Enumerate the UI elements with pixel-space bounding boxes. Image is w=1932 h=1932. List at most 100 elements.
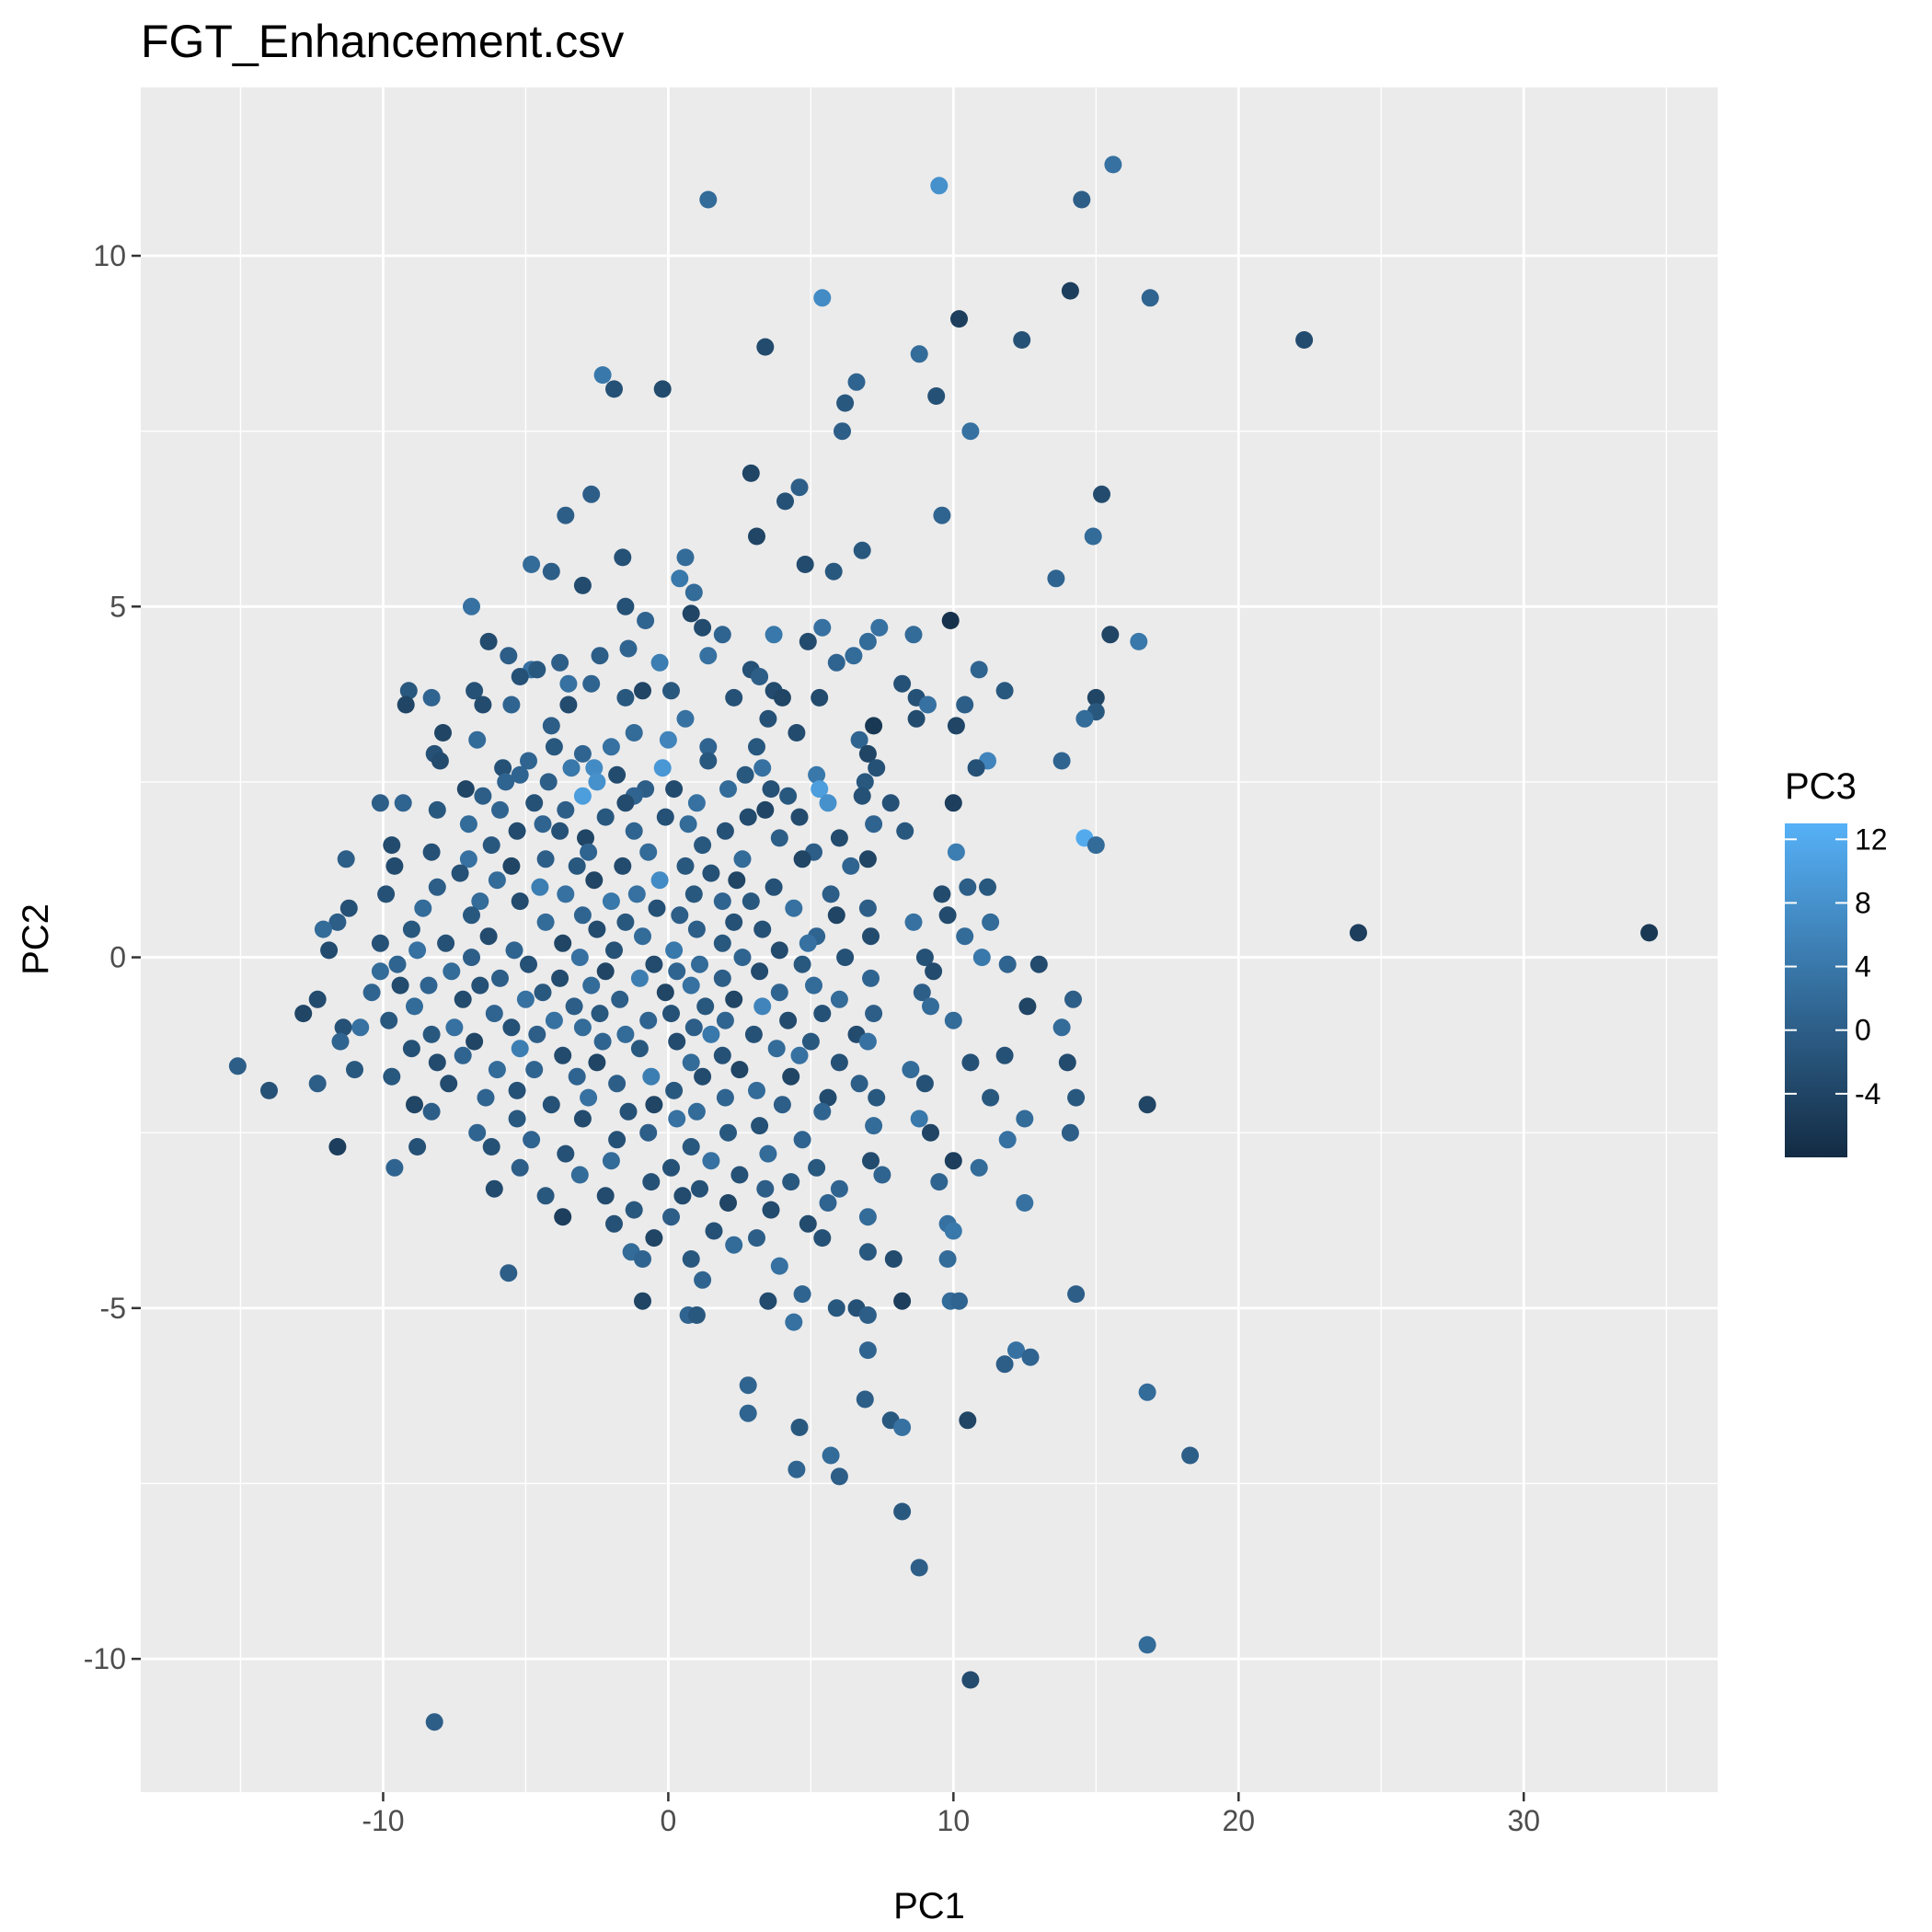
scatter-point <box>459 850 477 868</box>
scatter-point <box>687 920 706 938</box>
scatter-point <box>822 1446 840 1465</box>
scatter-point <box>656 808 674 826</box>
scatter-point <box>1138 1383 1156 1401</box>
scatter-point <box>1075 709 1094 728</box>
scatter-point <box>819 1088 837 1107</box>
scatter-point <box>468 1123 487 1142</box>
scatter-point <box>645 955 663 973</box>
scatter-point <box>511 1158 529 1177</box>
scatter-point <box>856 773 874 791</box>
scatter-point <box>383 1067 401 1086</box>
scatter-point <box>380 1011 398 1029</box>
scatter-point <box>577 829 594 847</box>
scatter-point <box>485 1005 503 1023</box>
scatter-point <box>523 556 541 573</box>
scatter-point <box>790 1419 809 1436</box>
scatter-point <box>856 1390 874 1409</box>
scatter-point <box>799 632 817 650</box>
scatter-point <box>642 1067 661 1086</box>
scatter-point <box>634 682 651 700</box>
scatter-point <box>896 822 914 840</box>
scatter-point <box>830 829 848 847</box>
y-tick-label: 10 <box>93 239 126 272</box>
scatter-point <box>580 1088 598 1107</box>
scatter-point <box>1064 990 1082 1008</box>
scatter-point <box>853 541 871 559</box>
scatter-point <box>351 1018 370 1037</box>
scatter-point <box>836 394 855 412</box>
scatter-point <box>1181 1446 1200 1465</box>
scatter-point <box>893 1292 912 1310</box>
scatter-point <box>699 752 718 770</box>
scatter-point <box>858 1306 877 1324</box>
scatter-point <box>562 759 581 777</box>
scatter-point <box>933 506 951 524</box>
scatter-point <box>770 983 788 1002</box>
scatter-point <box>665 941 684 960</box>
scatter-point <box>944 1011 962 1029</box>
scatter-point <box>682 1250 700 1268</box>
scatter-point <box>865 717 883 735</box>
scatter-point <box>805 976 822 995</box>
scatter-point <box>842 857 860 875</box>
scatter-point <box>713 626 731 644</box>
scatter-point <box>753 920 772 938</box>
scatter-point <box>508 1081 526 1099</box>
scatter-point <box>630 969 649 987</box>
scatter-point <box>725 1236 743 1254</box>
scatter-point <box>813 618 832 637</box>
scatter-point <box>559 696 578 714</box>
scatter-point <box>656 983 674 1002</box>
scatter-point <box>790 808 809 826</box>
scatter-point <box>488 1061 506 1079</box>
scatter-point <box>762 780 780 799</box>
scatter-point <box>808 765 826 784</box>
scatter-point <box>858 632 877 650</box>
scatter-point <box>337 850 355 868</box>
scatter-point <box>765 626 783 644</box>
scatter-point <box>716 1088 734 1107</box>
legend-ticks: -4 0 4 8 12 <box>1785 822 1888 1110</box>
scatter-point <box>639 1011 658 1029</box>
scatter-point <box>862 969 880 987</box>
scatter-point <box>593 1032 612 1051</box>
x-tick-label: 0 <box>661 1804 677 1837</box>
scatter-point <box>881 794 900 812</box>
scatter-point <box>699 190 718 209</box>
scatter-point <box>1029 955 1048 973</box>
scatter-point <box>591 647 609 665</box>
scatter-point <box>765 878 783 896</box>
scatter-point <box>748 738 765 756</box>
scatter-point <box>827 653 845 672</box>
scatter-point <box>736 765 754 784</box>
scatter-point <box>819 1194 837 1212</box>
scatter-point <box>665 1081 684 1099</box>
scatter-point <box>482 1138 500 1156</box>
scatter-point <box>691 955 708 973</box>
scatter-point <box>611 990 629 1008</box>
scatter-point <box>491 969 509 987</box>
scatter-point <box>1061 282 1079 300</box>
scatter-point <box>827 1299 845 1317</box>
scatter-point <box>725 913 743 931</box>
scatter-point <box>790 478 809 497</box>
scatter-point <box>582 485 601 503</box>
scatter-point <box>408 1138 427 1156</box>
scatter-point <box>730 1061 749 1079</box>
scatter-point <box>799 1214 817 1233</box>
scatter-point <box>930 1173 949 1191</box>
scatter-point <box>1067 1285 1086 1304</box>
scatter-point <box>824 562 843 581</box>
scatter-point <box>554 934 572 952</box>
legend-tick-label: 4 <box>1855 950 1871 983</box>
scatter-point <box>228 1057 247 1075</box>
scatter-point <box>739 1404 757 1422</box>
scatter-point <box>970 1158 988 1177</box>
scatter-point <box>767 1040 786 1058</box>
scatter-point <box>785 899 803 917</box>
scatter-point <box>759 709 777 728</box>
legend-colorbar <box>1785 823 1847 1157</box>
scatter-point <box>922 997 939 1016</box>
legend-tick-label: 8 <box>1855 886 1871 919</box>
scatter-point <box>687 1102 706 1121</box>
